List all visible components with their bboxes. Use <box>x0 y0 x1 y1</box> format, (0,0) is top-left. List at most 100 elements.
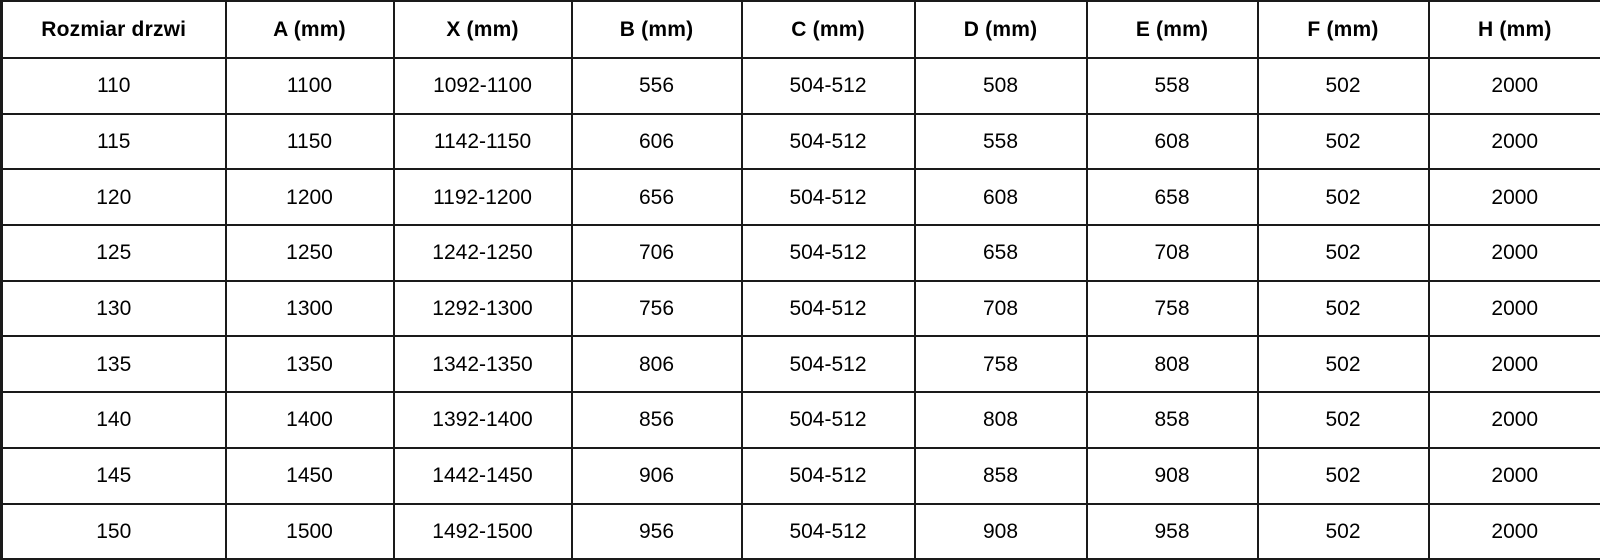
cell-rozmiar-drzwi: 120 <box>2 169 226 225</box>
cell-d: 608 <box>915 169 1087 225</box>
cell-b: 806 <box>572 336 742 392</box>
table-row: 115 1150 1142-1150 606 504-512 558 608 5… <box>2 114 1600 170</box>
table-row: 145 1450 1442-1450 906 504-512 858 908 5… <box>2 448 1600 504</box>
column-header-f: F (mm) <box>1258 1 1429 58</box>
cell-b: 656 <box>572 169 742 225</box>
cell-d: 758 <box>915 336 1087 392</box>
cell-c: 504-512 <box>742 504 915 560</box>
column-header-d: D (mm) <box>915 1 1087 58</box>
cell-a: 1150 <box>226 114 394 170</box>
cell-d: 508 <box>915 58 1087 114</box>
table-row: 135 1350 1342-1350 806 504-512 758 808 5… <box>2 336 1600 392</box>
cell-d: 808 <box>915 392 1087 448</box>
table-row: 150 1500 1492-1500 956 504-512 908 958 5… <box>2 504 1600 560</box>
cell-e: 658 <box>1087 169 1258 225</box>
cell-b: 556 <box>572 58 742 114</box>
cell-h: 2000 <box>1429 336 1600 392</box>
cell-f: 502 <box>1258 281 1429 337</box>
column-header-x: X (mm) <box>394 1 572 58</box>
cell-f: 502 <box>1258 504 1429 560</box>
table-row: 125 1250 1242-1250 706 504-512 658 708 5… <box>2 225 1600 281</box>
cell-rozmiar-drzwi: 110 <box>2 58 226 114</box>
cell-x: 1292-1300 <box>394 281 572 337</box>
cell-e: 558 <box>1087 58 1258 114</box>
cell-d: 908 <box>915 504 1087 560</box>
cell-a: 1400 <box>226 392 394 448</box>
column-header-e: E (mm) <box>1087 1 1258 58</box>
column-header-a: A (mm) <box>226 1 394 58</box>
cell-b: 906 <box>572 448 742 504</box>
cell-b: 956 <box>572 504 742 560</box>
cell-a: 1100 <box>226 58 394 114</box>
cell-rozmiar-drzwi: 130 <box>2 281 226 337</box>
cell-rozmiar-drzwi: 150 <box>2 504 226 560</box>
cell-h: 2000 <box>1429 169 1600 225</box>
cell-e: 858 <box>1087 392 1258 448</box>
cell-e: 708 <box>1087 225 1258 281</box>
cell-h: 2000 <box>1429 281 1600 337</box>
table-row: 130 1300 1292-1300 756 504-512 708 758 5… <box>2 281 1600 337</box>
cell-c: 504-512 <box>742 448 915 504</box>
cell-b: 756 <box>572 281 742 337</box>
cell-e: 758 <box>1087 281 1258 337</box>
table-row: 110 1100 1092-1100 556 504-512 508 558 5… <box>2 58 1600 114</box>
cell-a: 1350 <box>226 336 394 392</box>
cell-a: 1500 <box>226 504 394 560</box>
cell-f: 502 <box>1258 225 1429 281</box>
cell-rozmiar-drzwi: 115 <box>2 114 226 170</box>
column-header-c: C (mm) <box>742 1 915 58</box>
cell-h: 2000 <box>1429 58 1600 114</box>
cell-x: 1242-1250 <box>394 225 572 281</box>
cell-b: 856 <box>572 392 742 448</box>
cell-b: 706 <box>572 225 742 281</box>
cell-c: 504-512 <box>742 281 915 337</box>
cell-e: 808 <box>1087 336 1258 392</box>
cell-c: 504-512 <box>742 114 915 170</box>
cell-b: 606 <box>572 114 742 170</box>
cell-d: 658 <box>915 225 1087 281</box>
cell-a: 1300 <box>226 281 394 337</box>
cell-x: 1492-1500 <box>394 504 572 560</box>
cell-c: 504-512 <box>742 392 915 448</box>
cell-c: 504-512 <box>742 58 915 114</box>
cell-x: 1442-1450 <box>394 448 572 504</box>
cell-f: 502 <box>1258 114 1429 170</box>
column-header-h: H (mm) <box>1429 1 1600 58</box>
cell-f: 502 <box>1258 58 1429 114</box>
cell-d: 558 <box>915 114 1087 170</box>
cell-h: 2000 <box>1429 448 1600 504</box>
table-header: Rozmiar drzwi A (mm) X (mm) B (mm) C (mm… <box>2 1 1600 58</box>
cell-d: 858 <box>915 448 1087 504</box>
cell-h: 2000 <box>1429 504 1600 560</box>
cell-a: 1200 <box>226 169 394 225</box>
cell-x: 1092-1100 <box>394 58 572 114</box>
cell-rozmiar-drzwi: 145 <box>2 448 226 504</box>
cell-rozmiar-drzwi: 135 <box>2 336 226 392</box>
cell-c: 504-512 <box>742 336 915 392</box>
cell-f: 502 <box>1258 169 1429 225</box>
cell-f: 502 <box>1258 448 1429 504</box>
cell-x: 1192-1200 <box>394 169 572 225</box>
cell-e: 958 <box>1087 504 1258 560</box>
cell-d: 708 <box>915 281 1087 337</box>
cell-x: 1142-1150 <box>394 114 572 170</box>
cell-f: 502 <box>1258 392 1429 448</box>
cell-h: 2000 <box>1429 225 1600 281</box>
cell-f: 502 <box>1258 336 1429 392</box>
cell-a: 1450 <box>226 448 394 504</box>
cell-e: 608 <box>1087 114 1258 170</box>
column-header-b: B (mm) <box>572 1 742 58</box>
cell-h: 2000 <box>1429 114 1600 170</box>
cell-h: 2000 <box>1429 392 1600 448</box>
cell-e: 908 <box>1087 448 1258 504</box>
table-row: 120 1200 1192-1200 656 504-512 608 658 5… <box>2 169 1600 225</box>
table-body: 110 1100 1092-1100 556 504-512 508 558 5… <box>2 58 1600 559</box>
cell-c: 504-512 <box>742 225 915 281</box>
cell-x: 1392-1400 <box>394 392 572 448</box>
cell-x: 1342-1350 <box>394 336 572 392</box>
cell-c: 504-512 <box>742 169 915 225</box>
table-row: 140 1400 1392-1400 856 504-512 808 858 5… <box>2 392 1600 448</box>
header-row: Rozmiar drzwi A (mm) X (mm) B (mm) C (mm… <box>2 1 1600 58</box>
column-header-rozmiar-drzwi: Rozmiar drzwi <box>2 1 226 58</box>
cell-rozmiar-drzwi: 125 <box>2 225 226 281</box>
